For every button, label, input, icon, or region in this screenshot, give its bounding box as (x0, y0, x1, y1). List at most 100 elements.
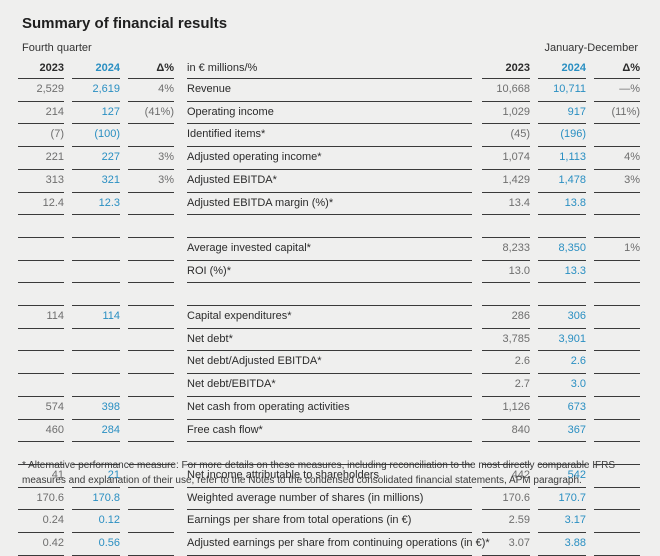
table-row: 0.24 0.12 Earnings per share from total op… (0, 509, 660, 531)
cell-y2023: 2.59 (508, 514, 530, 527)
row-rule (72, 487, 120, 488)
row-rule (18, 260, 64, 261)
row-rule (18, 146, 64, 147)
row-rule (594, 78, 640, 79)
row-rule (482, 78, 530, 79)
cell-q2023: 0.42 (42, 537, 64, 549)
cell-q2023: 170.6 (36, 491, 64, 504)
row-rule (538, 123, 586, 124)
row-rule (18, 78, 64, 79)
table-row: Net debt/Adjusted EBITDA* 2.6 2.6 (0, 350, 660, 372)
cell-y2024: 10,711 (553, 83, 586, 95)
row-rule (594, 169, 640, 170)
row-rule (187, 123, 472, 124)
row-rule (482, 305, 530, 306)
row-rule (72, 169, 120, 170)
row-rule (72, 305, 120, 306)
row-rule (482, 350, 530, 351)
row-rule (187, 305, 472, 306)
cell-q2024: 21 (107, 468, 120, 481)
cell-q2024: (100) (94, 128, 120, 141)
cell-y2023: 442 (511, 468, 530, 481)
row-rule (187, 282, 472, 283)
cell-qdelta (128, 237, 174, 259)
cell-q2023: 574 (45, 400, 64, 413)
row-rule (18, 282, 64, 283)
cell-q2024: 170.8 (92, 491, 120, 504)
table-row: 41 21 Net income attributable to sharehold… (0, 464, 660, 486)
cell-ydelta (594, 192, 640, 214)
row-rule (187, 419, 472, 420)
row-rule (187, 350, 472, 351)
cell-qdelta (128, 419, 174, 441)
cell-y2023: 2.6 (514, 355, 530, 368)
row-rule (594, 350, 640, 351)
table-row: Net debt* 3,785 3,901 (0, 328, 660, 350)
cell-y2024: 1,478 (558, 173, 586, 186)
cell-y2023: 13.4 (508, 196, 530, 209)
cell-ydelta: 1% (624, 241, 640, 254)
cell-q2023: 221 (45, 151, 64, 164)
cell-y2024: 8,350 (558, 241, 586, 254)
cell-y2023: 286 (511, 310, 530, 322)
row-rule (482, 123, 530, 124)
cell-q2024 (72, 214, 120, 236)
row-rule (72, 419, 120, 420)
row-rule (187, 101, 472, 102)
row-rule (72, 373, 120, 374)
row-rule (128, 101, 174, 102)
row-rule (72, 441, 120, 442)
table-row: 221 227 3% Adjusted operating income* 1,074 1… (0, 146, 660, 168)
row-rule (187, 214, 472, 215)
cell-qdelta (128, 282, 174, 304)
cell-q2024 (72, 282, 120, 304)
cell-qdelta: 4% (158, 83, 174, 95)
cell-y2024: 367 (567, 423, 586, 436)
cell-qdelta (128, 305, 174, 327)
cell-y2023: 170.6 (502, 491, 530, 504)
table-row (0, 282, 660, 304)
cell-label: Earnings per share from total operations… (187, 514, 412, 527)
header-qdelta: Δ% (156, 62, 174, 74)
row-rule (72, 192, 120, 193)
row-rule (482, 101, 530, 102)
row-rule (594, 396, 640, 397)
cell-label (187, 214, 477, 236)
table-row: Average invested capital* 8,233 8,350 1% (0, 237, 660, 259)
cell-q2024: 284 (101, 423, 120, 436)
row-rule (594, 192, 640, 193)
row-rule (538, 441, 586, 442)
cell-qdelta: 3% (158, 173, 174, 186)
row-rule (18, 169, 64, 170)
table-row: 460 284 Free cash flow* 840 367 (0, 419, 660, 441)
cell-ydelta (594, 328, 640, 350)
cell-q2023 (18, 373, 64, 395)
row-rule (187, 464, 472, 465)
cell-label: Net cash from operating activities (187, 400, 350, 413)
cell-y2024: (196) (560, 128, 586, 141)
cell-y2024: 3,901 (558, 332, 586, 345)
row-rule (128, 419, 174, 420)
cell-q2024 (72, 328, 120, 350)
cell-qdelta (128, 260, 174, 282)
row-rule (594, 305, 640, 306)
cell-label: Free cash flow* (187, 423, 263, 436)
row-rule (594, 214, 640, 215)
row-rule (594, 282, 640, 283)
cell-label: Capital expenditures* (187, 310, 292, 322)
row-rule (187, 441, 472, 442)
cell-qdelta (128, 487, 174, 509)
cell-label: Revenue (187, 83, 232, 95)
cell-q2024: 227 (101, 151, 120, 164)
cell-q2024 (72, 260, 120, 282)
cell-qdelta (128, 123, 174, 145)
cell-y2024: 542 (567, 468, 586, 481)
cell-qdelta (128, 192, 174, 214)
cell-y2024: 1,113 (559, 151, 586, 164)
row-rule (72, 464, 120, 465)
row-rule (482, 328, 530, 329)
row-rule (128, 78, 174, 79)
row-rule (128, 487, 174, 488)
row-rule (187, 328, 472, 329)
table-row: 313 321 3% Adjusted EBITDA* 1,429 1,478 3% (0, 169, 660, 191)
